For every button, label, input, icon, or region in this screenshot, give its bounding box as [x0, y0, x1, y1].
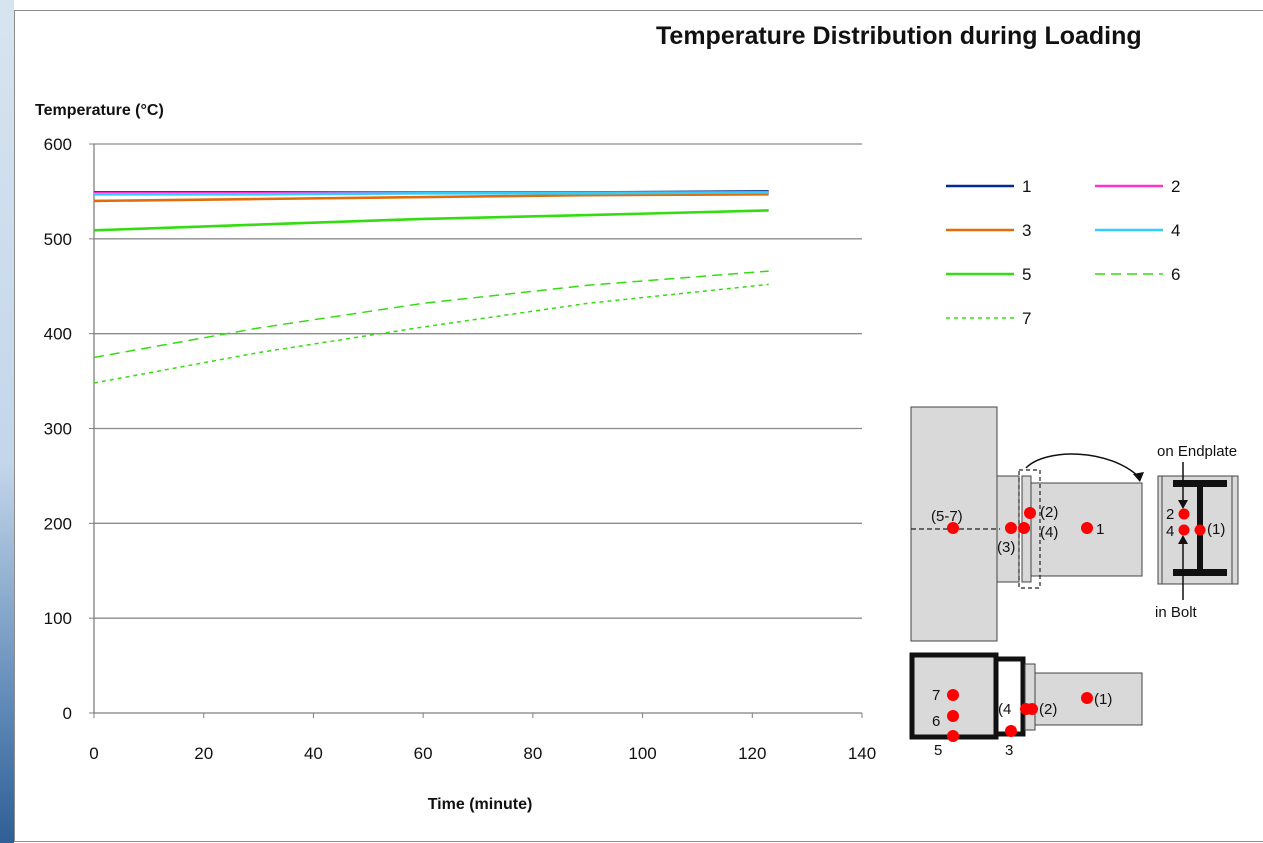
legend-label-1: 1: [1022, 177, 1031, 196]
label-4-section: 4: [1166, 523, 1174, 540]
series-line-6: [93, 270, 769, 359]
bottom-flange: [1173, 569, 1227, 576]
sensor-marker: [1178, 524, 1190, 536]
plan-endplate: [1024, 663, 1036, 731]
y-tick-label: 600: [44, 135, 72, 154]
label-7-plan: 7: [932, 687, 940, 704]
series-line-4: [94, 191, 769, 196]
label-1-plan: (1): [1094, 691, 1112, 708]
x-tick-label: 80: [523, 744, 542, 763]
y-tick-label: 300: [44, 420, 72, 439]
bolt-arrowhead: [1178, 535, 1188, 544]
label-1-side: 1: [1096, 521, 1104, 538]
label-3-side: (3): [997, 539, 1015, 556]
sensor-marker: [947, 689, 959, 701]
callout-arrowhead: [1133, 472, 1144, 482]
label-2-plan: (2): [1039, 701, 1057, 718]
series-line-3: [93, 193, 769, 203]
left-decorative-strip: [0, 0, 14, 843]
label-1-section: (1): [1207, 521, 1225, 538]
series-line-5: [93, 209, 769, 232]
tick-labels: 0 100 200 300 400 500 600 0 20 40 60 80 100 120 140: [44, 135, 877, 763]
column-block: [910, 406, 998, 642]
x-axis-label: Time (minute): [428, 796, 533, 813]
legend-label-3: 3: [1022, 221, 1031, 240]
chart-title: Temperature Distribution during Loading: [656, 22, 1142, 50]
label-in-bolt: in Bolt: [1155, 604, 1198, 621]
y-tick-label: 500: [44, 230, 72, 249]
x-tick-label: 140: [848, 744, 876, 763]
top-flange: [1173, 480, 1227, 487]
x-tick-label: 60: [414, 744, 433, 763]
endplate-arrowhead: [1178, 500, 1188, 509]
x-tick-label: 20: [194, 744, 213, 763]
sensor-marker: [1194, 524, 1206, 536]
label-2-section: 2: [1166, 506, 1174, 523]
sensor-marker: [947, 710, 959, 722]
x-tick-label: 100: [628, 744, 656, 763]
x-tick-label: 120: [738, 744, 766, 763]
label-3-plan: 3: [1005, 742, 1013, 759]
y-tick-label: 0: [63, 704, 72, 723]
sensor-marker: [947, 522, 959, 534]
sensor-marker: [947, 730, 959, 742]
series-line-7: [93, 283, 769, 384]
legend-label-6: 6: [1171, 265, 1180, 284]
callout-arrow: [1025, 453, 1141, 479]
y-tick-label: 400: [44, 325, 72, 344]
series-lines: [93, 190, 769, 384]
x-tick-label: 40: [304, 744, 323, 763]
label-on-endplate: on Endplate: [1157, 443, 1237, 460]
section-inner: [1161, 475, 1233, 585]
label-5-plan: 5: [934, 742, 942, 759]
axes: [89, 143, 863, 718]
gridlines: [94, 143, 862, 619]
legend-label-5: 5: [1022, 265, 1031, 284]
sensor-marker: [1018, 522, 1030, 534]
plate-outline: [997, 656, 1026, 737]
y-tick-label: 200: [44, 514, 72, 533]
legend-label-7: 7: [1022, 309, 1031, 328]
sensor-marker: [1081, 522, 1093, 534]
legend: 1 2 3 4 5 6 7: [946, 177, 1180, 328]
sensor-marker: [1026, 703, 1038, 715]
label-4-plan: (4: [998, 701, 1011, 718]
sensor-marker: [1005, 522, 1017, 534]
legend-label-4: 4: [1171, 221, 1180, 240]
sensor-location-diagram: (5-7) (3) (2) (4) 1 on Endplate 2 4 (1) …: [909, 406, 1239, 759]
label-4-side: (4): [1040, 524, 1058, 541]
sensor-marker: [1024, 507, 1036, 519]
sensor-marker: [1081, 692, 1093, 704]
y-axis-label: Temperature (°C): [35, 102, 164, 119]
sensor-marker: [1005, 725, 1017, 737]
legend-label-2: 2: [1171, 177, 1180, 196]
y-tick-label: 100: [44, 609, 72, 628]
x-tick-label: 0: [89, 744, 98, 763]
sensor-marker: [1178, 508, 1190, 520]
label-5-7: (5-7): [931, 508, 963, 525]
label-6-plan: 6: [932, 713, 940, 730]
label-2-side: (2): [1040, 504, 1058, 521]
